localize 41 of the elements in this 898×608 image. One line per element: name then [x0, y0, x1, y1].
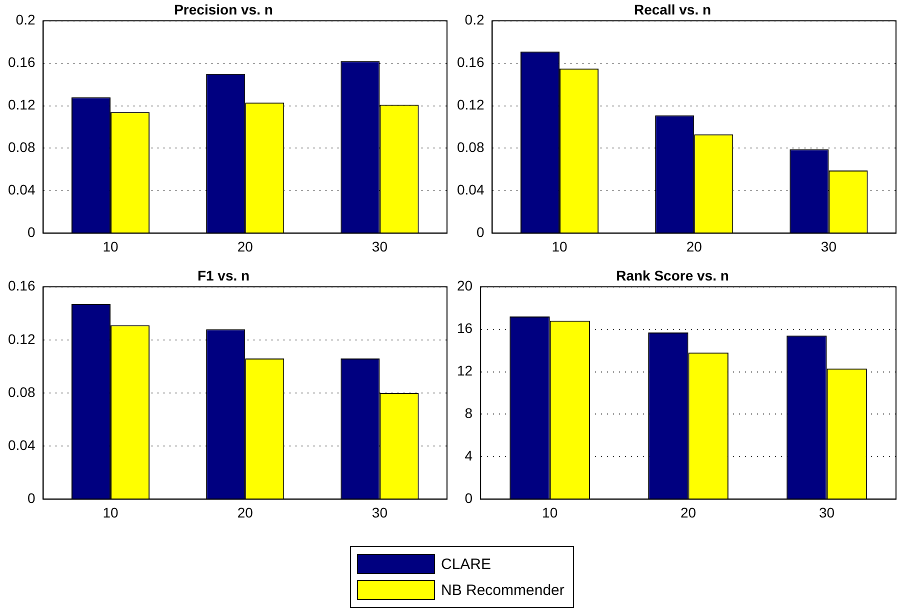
chart-title: Recall vs. n: [634, 1, 712, 18]
y-tick-label: 0: [476, 224, 484, 240]
x-tick-label: 30: [372, 238, 388, 254]
y-tick-label: 0.16: [457, 54, 484, 70]
y-tick-label: 0.2: [464, 12, 484, 28]
y-tick-label: 0.08: [457, 139, 484, 156]
y-tick-label: 0.04: [8, 436, 36, 453]
y-tick-label: 4: [464, 448, 473, 464]
y-tick-label: 16: [456, 320, 473, 336]
y-tick-label: 0.2: [16, 12, 36, 28]
y-tick-label: 0.04: [457, 182, 484, 198]
text: NB Recommender: [441, 582, 564, 598]
y-tick-label: 0: [464, 490, 473, 506]
y-tick-label: 0: [27, 490, 36, 506]
y-tick-label: 20: [456, 278, 473, 294]
y-tick-label: 0.08: [8, 384, 36, 400]
y-tick-label: 8: [464, 405, 473, 422]
y-tick-label: 0.12: [8, 330, 36, 347]
chart-title: F1 vs. n: [197, 267, 250, 284]
x-tick-label: 20: [237, 504, 254, 520]
x-tick-label: 10: [542, 504, 558, 520]
x-tick-label: 20: [680, 504, 696, 520]
y-tick-label: 0.16: [8, 54, 36, 70]
chart-title: Rank Score vs. n: [616, 267, 729, 284]
x-tick-label: 30: [372, 504, 388, 520]
y-tick-label: 0.12: [8, 96, 36, 113]
y-tick-label: 0.04: [8, 182, 36, 198]
y-tick-label: 12: [456, 362, 473, 379]
y-tick-label: 0: [27, 224, 36, 240]
chart-title: Precision vs. n: [174, 1, 273, 18]
y-tick-label: 0.16: [8, 278, 36, 294]
x-tick-label: 20: [686, 238, 702, 254]
y-tick-label: 0.08: [8, 139, 36, 156]
text: CLARE: [441, 556, 492, 572]
x-tick-label: 10: [102, 238, 119, 254]
x-tick-label: 10: [552, 238, 568, 254]
x-tick-label: 30: [818, 504, 835, 520]
y-tick-label: 0.12: [457, 96, 484, 113]
x-tick-label: 10: [102, 504, 119, 520]
x-tick-label: 20: [237, 238, 254, 254]
x-tick-label: 30: [820, 238, 837, 254]
